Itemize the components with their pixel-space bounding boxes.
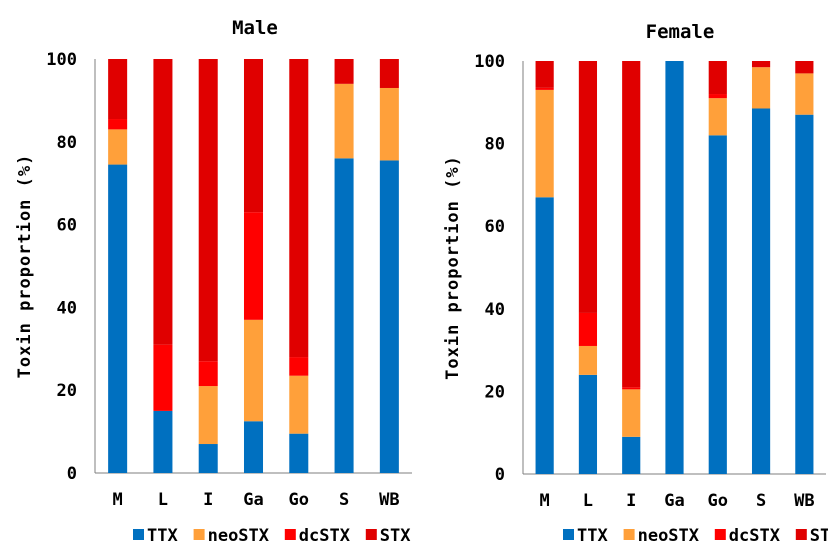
chart0-bar-Ga-neoSTX [243, 319, 264, 422]
chart0-legend-label-dcSTX: dcSTX [299, 526, 351, 546]
chart1-y-tick-0: 0 [495, 465, 505, 485]
chart1-y-tick-60: 60 [485, 217, 505, 237]
chart0-bar-S-neoSTX [334, 83, 354, 159]
chart1-y-tick-100: 100 [474, 52, 505, 72]
chart1-x-tick-S: S [756, 491, 766, 511]
chart1-legend-swatch-TTX [563, 529, 574, 540]
chart1-x-tick-WB: WB [794, 491, 814, 511]
chart1-legend-label-STX: STX [810, 526, 828, 546]
chart0-bar-Ga-dcSTX [243, 212, 264, 320]
chart0-y-tick-60: 60 [57, 216, 77, 236]
chart1-x-tick-I: I [626, 491, 636, 511]
chart0-legend-label-STX: STX [380, 526, 411, 546]
chart0-y-tick-0: 0 [67, 464, 77, 484]
chart0-x-tick-WB: WB [379, 490, 399, 510]
chart0-bar-S-STX [334, 59, 354, 84]
chart1-bar-M-dcSTX [535, 87, 554, 90]
chart0-legend-swatch-STX [365, 529, 377, 540]
chart0-bar-L-STX [153, 59, 173, 345]
chart1-x-tick-L: L [583, 491, 593, 511]
chart1-title: Female [646, 21, 715, 43]
chart0-x-tick-M: M [113, 490, 123, 510]
chart1-y-tick-40: 40 [485, 300, 505, 320]
chart0-legend-label-neoSTX: neoSTX [208, 526, 270, 546]
chart0-bar-I-TTX [198, 444, 218, 473]
chart1-legend-label-dcSTX: dcSTX [729, 526, 781, 546]
chart0-x-tick-Ga: Ga [243, 490, 263, 510]
chart0-bar-Go-neoSTX [289, 375, 309, 434]
chart1-legend-label-TTX: TTX [577, 526, 608, 546]
chart1-bar-WB-STX [795, 61, 814, 74]
chart0-bar-I-STX [198, 59, 218, 362]
chart1-bar-M-neoSTX [535, 89, 554, 198]
chart0-x-tick-L: L [158, 490, 168, 510]
chart1-legend-swatch-neoSTX [623, 529, 635, 540]
chart0-bar-I-dcSTX [198, 361, 218, 387]
chart1-bar-L-TTX [578, 374, 598, 474]
chart0-bar-Ga-STX [243, 59, 264, 213]
chart1-bar-S-TTX [751, 108, 771, 475]
chart1-bar-Go-TTX [708, 135, 727, 474]
chart1-bar-WB-TTX [795, 114, 814, 474]
chart1-bar-Go-STX [708, 61, 727, 95]
chart0-y-tick-100: 100 [46, 50, 77, 70]
chart0-y-tick-80: 80 [57, 133, 77, 153]
chart1-legend-swatch-STX [795, 529, 807, 540]
chart1-bar-Go-neoSTX [708, 98, 727, 136]
chart0-bar-M-TTX [108, 164, 128, 473]
chart0-bar-Go-STX [289, 59, 309, 358]
chart0-y-axis-label: Toxin proportion (%) [15, 154, 35, 379]
chart1-x-tick-Ga: Ga [664, 491, 684, 511]
chart0-bar-WB-TTX [379, 160, 399, 473]
chart1-bar-L-dcSTX [578, 312, 598, 346]
chart1-bar-Ga-TTX [665, 61, 684, 474]
chart1-bar-I-STX [622, 61, 641, 388]
chart1-bar-S-STX [751, 61, 771, 68]
chart1-bar-L-STX [578, 61, 598, 313]
chart0-bar-M-dcSTX [108, 119, 128, 130]
chart0-bar-M-STX [108, 59, 128, 120]
chart1-x-tick-Go: Go [708, 491, 728, 511]
chart1-bar-I-neoSTX [622, 389, 641, 437]
chart0-bar-WB-STX [379, 59, 399, 88]
chart1-y-axis-label: Toxin proportion (%) [443, 155, 463, 380]
chart0-bar-WB-neoSTX [379, 87, 399, 161]
chart0-bar-L-dcSTX [153, 344, 173, 411]
chart0-bar-I-neoSTX [198, 386, 218, 445]
chart1-bar-I-dcSTX [622, 387, 641, 390]
chart1-bar-M-TTX [535, 197, 554, 475]
chart1-legend-label-neoSTX: neoSTX [638, 526, 700, 546]
chart1-bar-WB-neoSTX [795, 73, 814, 115]
chart1-bar-Go-dcSTX [708, 94, 727, 99]
chart1-y-tick-80: 80 [485, 135, 505, 155]
chart0-x-tick-S: S [339, 490, 349, 510]
chart0-bar-L-TTX [153, 410, 173, 473]
chart0-y-tick-40: 40 [57, 298, 77, 318]
chart0-bar-Go-TTX [289, 433, 309, 473]
chart0-legend-swatch-TTX [133, 529, 144, 540]
chart0-x-tick-Go: Go [289, 490, 309, 510]
chart1-bar-S-neoSTX [751, 67, 771, 109]
chart1-y-tick-20: 20 [485, 382, 505, 402]
chart1-bar-M-STX [535, 61, 554, 88]
chart0-legend-swatch-neoSTX [193, 529, 205, 540]
chart0-x-tick-I: I [203, 490, 213, 510]
chart1-legend-swatch-dcSTX [714, 529, 726, 540]
chart0-legend-label-TTX: TTX [147, 526, 178, 546]
chart0-bar-M-neoSTX [108, 129, 128, 165]
chart1-bar-L-neoSTX [578, 345, 598, 375]
chart0-bar-Go-dcSTX [289, 357, 309, 376]
chart0-bar-S-TTX [334, 158, 354, 474]
chart1-bar-I-TTX [622, 436, 641, 474]
chart1-x-tick-M: M [540, 491, 550, 511]
chart0-bar-Ga-TTX [243, 421, 264, 473]
chart0-legend-swatch-dcSTX [284, 529, 296, 540]
chart0-y-tick-20: 20 [57, 381, 77, 401]
chart0-title: Male [232, 17, 278, 39]
